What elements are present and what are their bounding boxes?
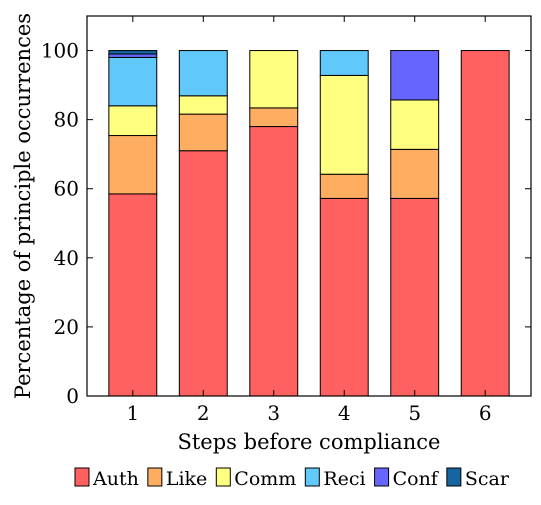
bar-auth-step-4 [319, 197, 369, 397]
bars-group [108, 50, 510, 397]
bar-conf-step-5 [390, 50, 440, 101]
legend-swatch-comm [215, 467, 231, 487]
x-tick-label-4: 4 [338, 401, 351, 425]
legend-label-like: Like [166, 468, 207, 490]
bar-comm-step-2 [178, 95, 228, 115]
y-tick-label-60: 60 [54, 177, 79, 201]
y-axis: 0 20 40 60 80 100 [41, 39, 531, 408]
legend-swatch-auth [74, 467, 90, 487]
y-tick-label-100: 100 [41, 39, 79, 63]
bar-scar-step-1 [108, 50, 158, 55]
x-tick-label-1: 1 [126, 401, 139, 425]
y-tick-label-40: 40 [54, 246, 79, 270]
legend-swatch-scar [446, 467, 462, 487]
bar-like-step-4 [319, 173, 369, 199]
y-axis-label: Percentage of principle occurrences [11, 13, 35, 399]
bar-auth-step-6 [460, 50, 510, 397]
legend-label-reci: Reci [323, 468, 365, 490]
legend-label-scar: Scar [465, 468, 510, 490]
bar-auth-step-5 [390, 197, 440, 397]
legend-swatch-like [147, 467, 163, 487]
x-axis-label: Steps before compliance [177, 430, 440, 454]
bar-like-step-3 [249, 107, 299, 128]
legend-label-auth: Auth [92, 468, 139, 490]
y-tick-label-0: 0 [66, 384, 79, 408]
bar-reci-step-2 [178, 50, 228, 97]
bar-auth-step-2 [178, 150, 228, 397]
bar-like-step-1 [108, 135, 158, 195]
bar-like-step-2 [178, 113, 228, 152]
legend: Auth Like Comm Reci Conf Scar [74, 467, 510, 490]
bar-comm-step-1 [108, 105, 158, 137]
y-tick-label-80: 80 [54, 108, 79, 132]
bar-reci-step-4 [319, 50, 369, 76]
bar-comm-step-3 [249, 50, 299, 109]
y-tick-label-20: 20 [54, 315, 79, 339]
bar-comm-step-5 [390, 99, 440, 150]
x-axis: 1 2 3 4 5 6 [126, 16, 492, 425]
x-tick-label-6: 6 [479, 401, 492, 425]
bar-auth-step-1 [108, 193, 158, 397]
bar-conf-step-1 [108, 53, 158, 58]
bar-auth-step-3 [249, 126, 299, 397]
bar-comm-step-4 [319, 74, 369, 175]
legend-label-conf: Conf [393, 468, 440, 490]
legend-label-comm: Comm [234, 468, 296, 490]
x-tick-label-2: 2 [197, 401, 210, 425]
bar-reci-step-1 [108, 56, 158, 107]
bar-like-step-5 [390, 148, 440, 199]
legend-swatch-conf [374, 467, 390, 487]
x-tick-label-3: 3 [267, 401, 280, 425]
legend-swatch-reci [304, 467, 320, 487]
plot-frame [86, 15, 532, 397]
x-tick-label-5: 5 [408, 401, 421, 425]
